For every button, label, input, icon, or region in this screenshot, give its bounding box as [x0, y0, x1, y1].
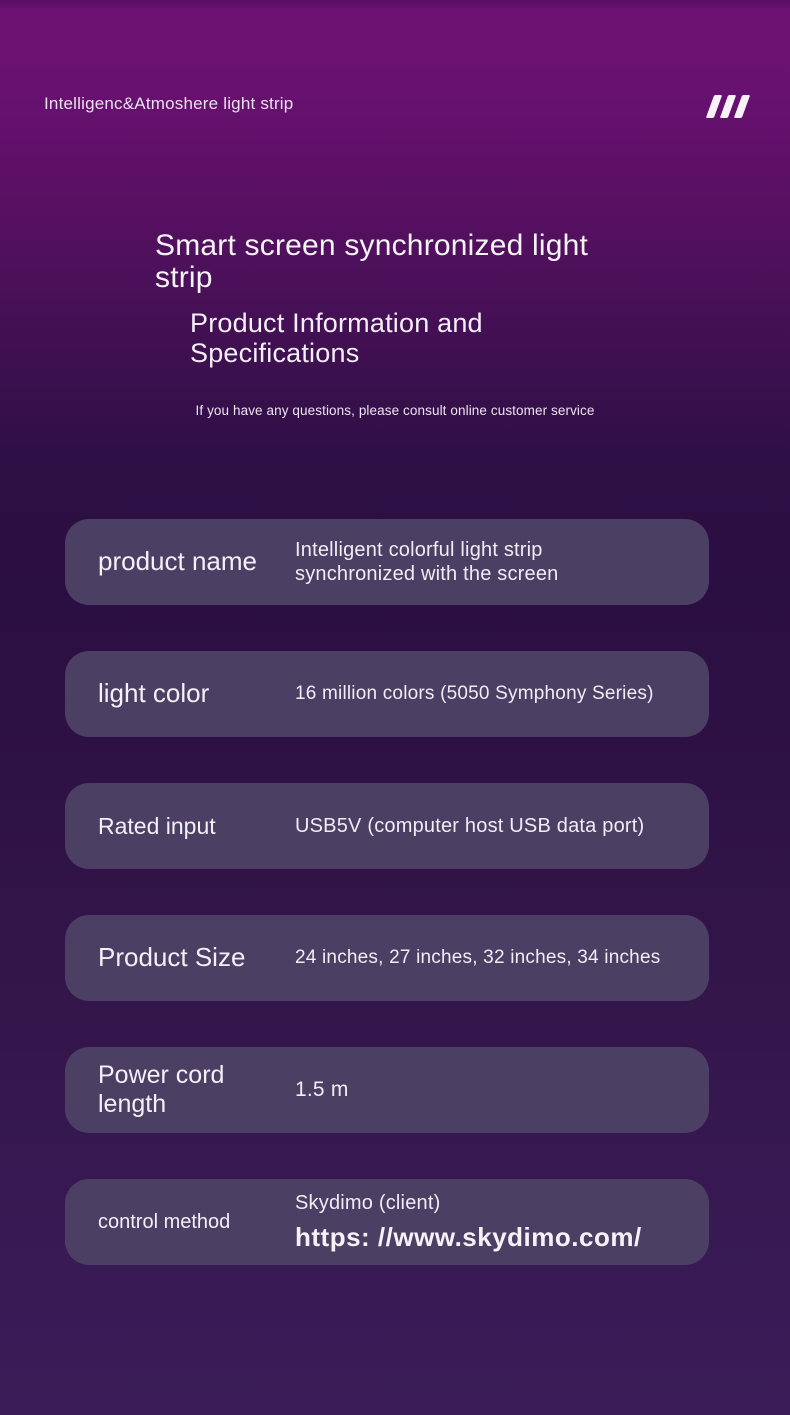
- spec-label: product name: [98, 546, 257, 577]
- page-title: Smart screen synchronized light strip: [155, 229, 589, 295]
- spec-card-rated-input: Rated input USB5V (computer host USB dat…: [65, 783, 709, 869]
- brand-title: Intelligenc&Atmoshere light strip: [44, 94, 294, 113]
- triple-slash-icon: [705, 95, 751, 118]
- spec-card-control-method: control method Skydimo (client) https: /…: [65, 1179, 709, 1265]
- spec-value: Intelligent colorful light strip synchro…: [295, 539, 559, 585]
- client-app-name: Skydimo (client): [295, 1191, 441, 1214]
- customer-service-note: If you have any questions, please consul…: [195, 403, 595, 418]
- website-url: https: //www.skydimo.com/: [295, 1221, 642, 1252]
- page-subtitle: Product Information and Specifications: [190, 308, 483, 369]
- spec-label: Rated input: [98, 812, 216, 839]
- spec-label: control method: [98, 1210, 231, 1233]
- spec-value: USB5V (computer host USB data port): [295, 815, 645, 837]
- spec-value: 1.5 m: [295, 1078, 349, 1102]
- spec-card-product-size: Product Size 24 inches, 27 inches, 32 in…: [65, 915, 709, 1001]
- spec-card-light-color: light color 16 million colors (5050 Symp…: [65, 651, 709, 737]
- spec-label: Product Size: [98, 942, 246, 973]
- spec-label: Power cord length: [98, 1061, 225, 1118]
- spec-card-power-cord-length: Power cord length 1.5 m: [65, 1047, 709, 1133]
- slash-bar: [733, 95, 751, 118]
- spec-card-list: product name Intelligent colorful light …: [65, 519, 709, 1265]
- spec-value: 24 inches, 27 inches, 32 inches, 34 inch…: [295, 946, 661, 968]
- spec-value-group: Skydimo (client) https: //www.skydimo.co…: [295, 1192, 681, 1253]
- spec-label: light color: [98, 678, 210, 709]
- spec-value: 16 million colors (5050 Symphony Series): [295, 682, 654, 704]
- spec-card-product-name: product name Intelligent colorful light …: [65, 519, 709, 605]
